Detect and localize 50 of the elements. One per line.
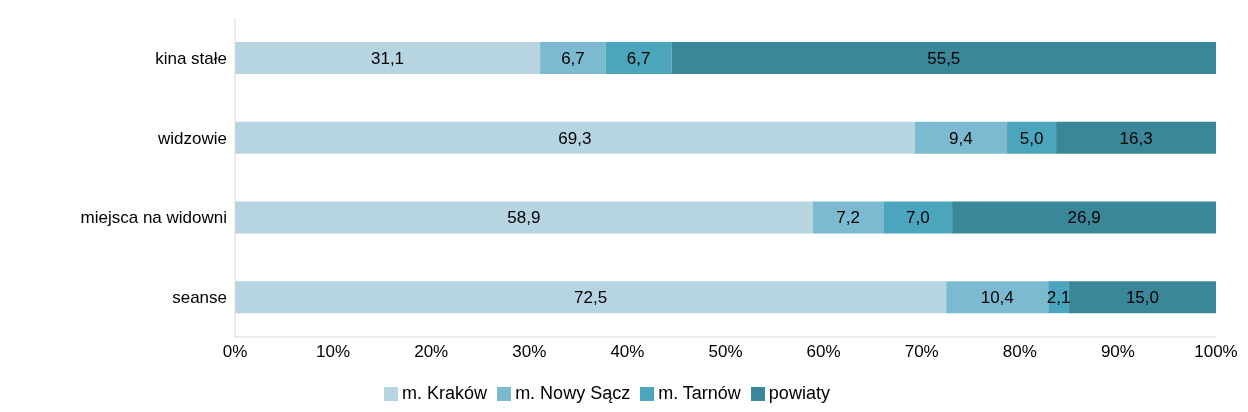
x-tick-label: 80% [1002, 342, 1037, 362]
data-label: 31,1 [371, 48, 405, 68]
bar [235, 201, 813, 234]
x-tick-label: 40% [610, 342, 645, 362]
x-tick-label: 30% [512, 342, 547, 362]
data-label: 6,7 [561, 48, 585, 68]
bar [235, 41, 541, 74]
x-tick-label: 90% [1100, 342, 1135, 362]
bar [883, 201, 953, 234]
data-label: 9,4 [949, 128, 973, 148]
bar [1068, 281, 1216, 314]
data-label: 5,0 [1019, 128, 1044, 148]
y-tick-label: kina stałe [155, 48, 227, 68]
bar [812, 201, 884, 234]
data-label: 2,1 [1046, 288, 1071, 308]
bar [946, 281, 1049, 314]
legend-label: m. Nowy Sącz [515, 383, 631, 403]
bar [235, 121, 915, 154]
x-tick-label: 0% [222, 342, 248, 362]
bar [952, 201, 1216, 234]
bar [1007, 121, 1057, 154]
legend-label: m. Kraków [402, 383, 488, 403]
x-tick-label: 20% [414, 342, 449, 362]
data-label: 10,4 [980, 288, 1014, 308]
data-label: 72,5 [574, 288, 608, 308]
y-tick-label: miejsca na widowni [80, 208, 227, 228]
bar [1056, 121, 1216, 154]
data-label: 58,9 [507, 208, 541, 228]
data-label: 69,3 [558, 128, 592, 148]
data-label: 16,3 [1119, 128, 1153, 148]
bar [671, 41, 1216, 74]
x-tick-label: 10% [316, 342, 351, 362]
data-label: 26,9 [1067, 208, 1101, 228]
y-tick-label: seanse [172, 288, 227, 308]
data-label: 7,2 [836, 208, 860, 228]
x-tick-label: 100% [1194, 342, 1238, 362]
bar [235, 281, 947, 314]
bar [540, 41, 606, 74]
bar [914, 121, 1008, 154]
x-tick-label: 60% [806, 342, 841, 362]
data-label: 15,0 [1125, 288, 1159, 308]
data-label: 6,7 [626, 48, 651, 68]
bar [605, 41, 672, 74]
x-tick-label: 70% [904, 342, 939, 362]
legend-label: m. Tarnów [658, 383, 741, 403]
x-tick-label: 50% [708, 342, 743, 362]
y-tick-label: widzowie [157, 128, 227, 148]
data-label: 7,0 [905, 208, 930, 228]
data-label: 55,5 [927, 48, 961, 68]
legend-label: powiaty [768, 383, 830, 403]
